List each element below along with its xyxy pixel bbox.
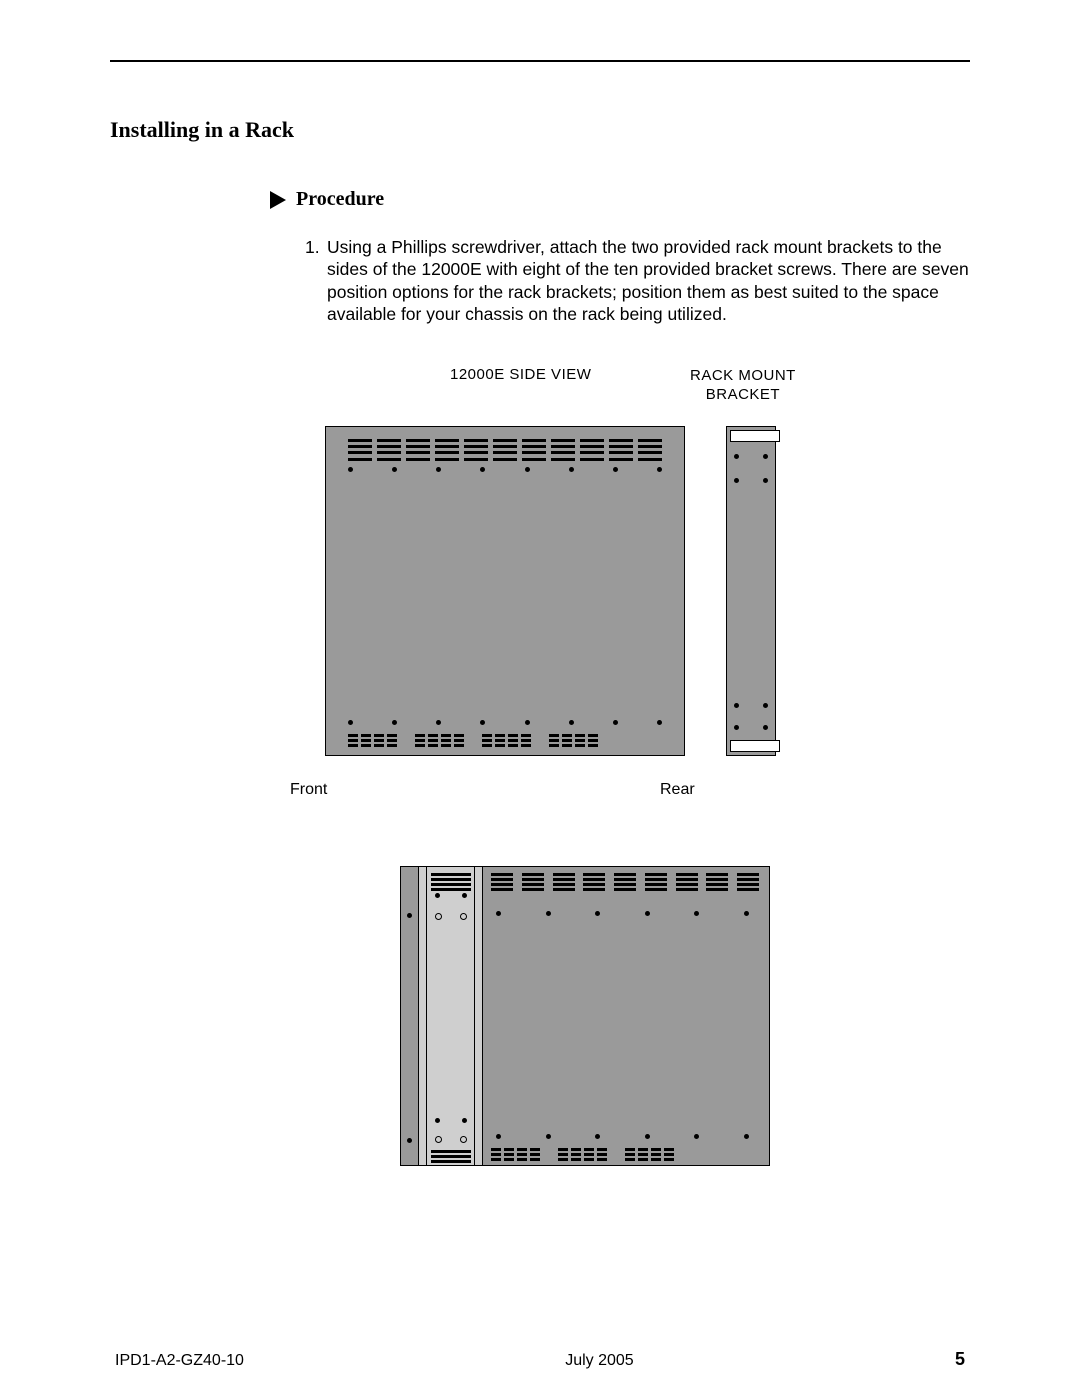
section-title: Installing in a Rack: [110, 117, 970, 143]
footer-doc-id: IPD1-A2-GZ40-10: [115, 1352, 244, 1370]
label-rack-bracket: RACK MOUNT BRACKET: [690, 366, 796, 405]
triangle-right-icon: [270, 191, 286, 209]
header-rule: [110, 60, 970, 62]
diagram-assembled: [400, 866, 770, 1166]
rack-bracket: [720, 426, 782, 756]
label-rack-l2: BRACKET: [706, 386, 780, 403]
label-side-view: 12000E SIDE VIEW: [450, 366, 591, 383]
label-front: Front: [290, 781, 327, 799]
procedure-step: 1. Using a Phillips screwdriver, attach …: [305, 236, 970, 326]
diagram-side-view: [325, 426, 970, 766]
label-rack-l1: RACK MOUNT: [690, 367, 796, 384]
chassis-body: [325, 426, 685, 756]
procedure-label: Procedure: [296, 188, 384, 211]
procedure-heading: Procedure: [270, 188, 970, 211]
footer-page-number: 5: [955, 1349, 965, 1370]
step-number: 1.: [305, 236, 327, 326]
label-rear: Rear: [660, 781, 695, 799]
page-footer: IPD1-A2-GZ40-10 July 2005 5: [115, 1349, 965, 1370]
step-text: Using a Phillips screwdriver, attach the…: [327, 236, 970, 326]
footer-date: July 2005: [565, 1352, 634, 1370]
